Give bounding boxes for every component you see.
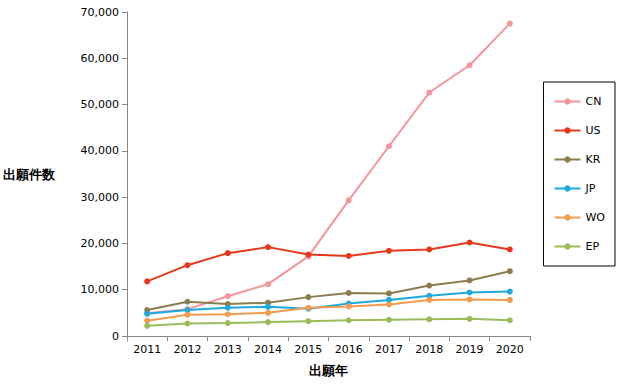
- svg-text:60,000: 60,000: [81, 52, 120, 65]
- svg-text:2015: 2015: [294, 343, 322, 356]
- svg-text:2014: 2014: [254, 343, 282, 356]
- svg-text:出願件数: 出願件数: [3, 167, 56, 182]
- svg-text:2016: 2016: [335, 343, 363, 356]
- svg-text:2017: 2017: [375, 343, 403, 356]
- svg-text:70,000: 70,000: [81, 6, 120, 19]
- svg-text:JP: JP: [584, 182, 595, 195]
- svg-text:WO: WO: [585, 211, 605, 224]
- svg-text:40,000: 40,000: [81, 144, 120, 157]
- svg-text:10,000: 10,000: [81, 283, 120, 296]
- svg-text:2012: 2012: [173, 343, 201, 356]
- svg-text:2013: 2013: [214, 343, 242, 356]
- svg-text:US: US: [585, 124, 600, 137]
- svg-text:EP: EP: [585, 240, 599, 253]
- svg-text:KR: KR: [585, 153, 600, 166]
- svg-text:50,000: 50,000: [81, 98, 120, 111]
- svg-text:2011: 2011: [133, 343, 161, 356]
- svg-text:2020: 2020: [496, 343, 524, 356]
- svg-text:2018: 2018: [415, 343, 443, 356]
- svg-text:2019: 2019: [456, 343, 484, 356]
- svg-text:0: 0: [112, 330, 119, 343]
- svg-text:30,000: 30,000: [81, 191, 120, 204]
- svg-text:CN: CN: [585, 95, 601, 108]
- svg-text:出願年: 出願年: [309, 363, 348, 378]
- svg-text:20,000: 20,000: [81, 237, 120, 250]
